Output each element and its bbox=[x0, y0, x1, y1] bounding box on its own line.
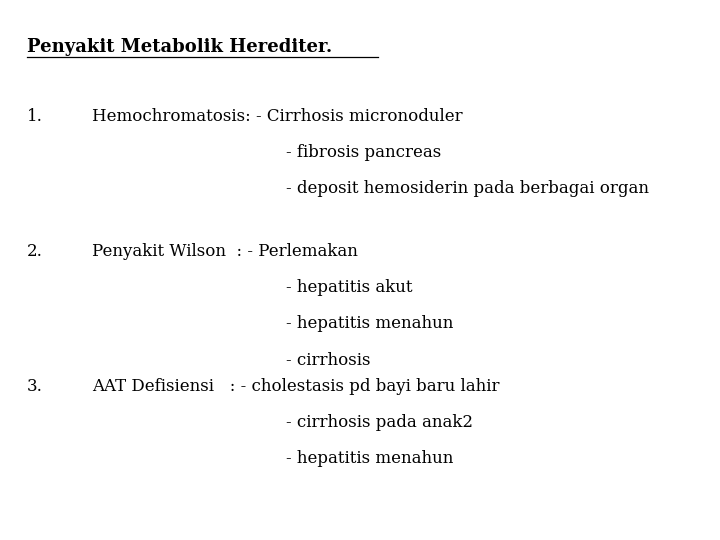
Text: - deposit hemosiderin pada berbagai organ: - deposit hemosiderin pada berbagai orga… bbox=[286, 180, 649, 197]
Text: - hepatitis akut: - hepatitis akut bbox=[286, 279, 413, 296]
Text: - cirrhosis pada anak2: - cirrhosis pada anak2 bbox=[286, 414, 473, 431]
Text: - fibrosis pancreas: - fibrosis pancreas bbox=[286, 144, 441, 161]
Text: 1.: 1. bbox=[27, 108, 43, 125]
Text: Penyakit Metabolik Herediter.: Penyakit Metabolik Herediter. bbox=[27, 38, 333, 56]
Text: Hemochromatosis: - Cirrhosis micronoduler: Hemochromatosis: - Cirrhosis micronodule… bbox=[92, 108, 462, 125]
Text: - cirrhosis: - cirrhosis bbox=[286, 352, 370, 368]
Text: - hepatitis menahun: - hepatitis menahun bbox=[286, 450, 454, 467]
Text: Penyakit Wilson  : - Perlemakan: Penyakit Wilson : - Perlemakan bbox=[92, 243, 358, 260]
Text: 3.: 3. bbox=[27, 378, 43, 395]
Text: - hepatitis menahun: - hepatitis menahun bbox=[286, 315, 454, 332]
Text: 2.: 2. bbox=[27, 243, 43, 260]
Text: AAT Defisiensi   : - cholestasis pd bayi baru lahir: AAT Defisiensi : - cholestasis pd bayi b… bbox=[92, 378, 500, 395]
